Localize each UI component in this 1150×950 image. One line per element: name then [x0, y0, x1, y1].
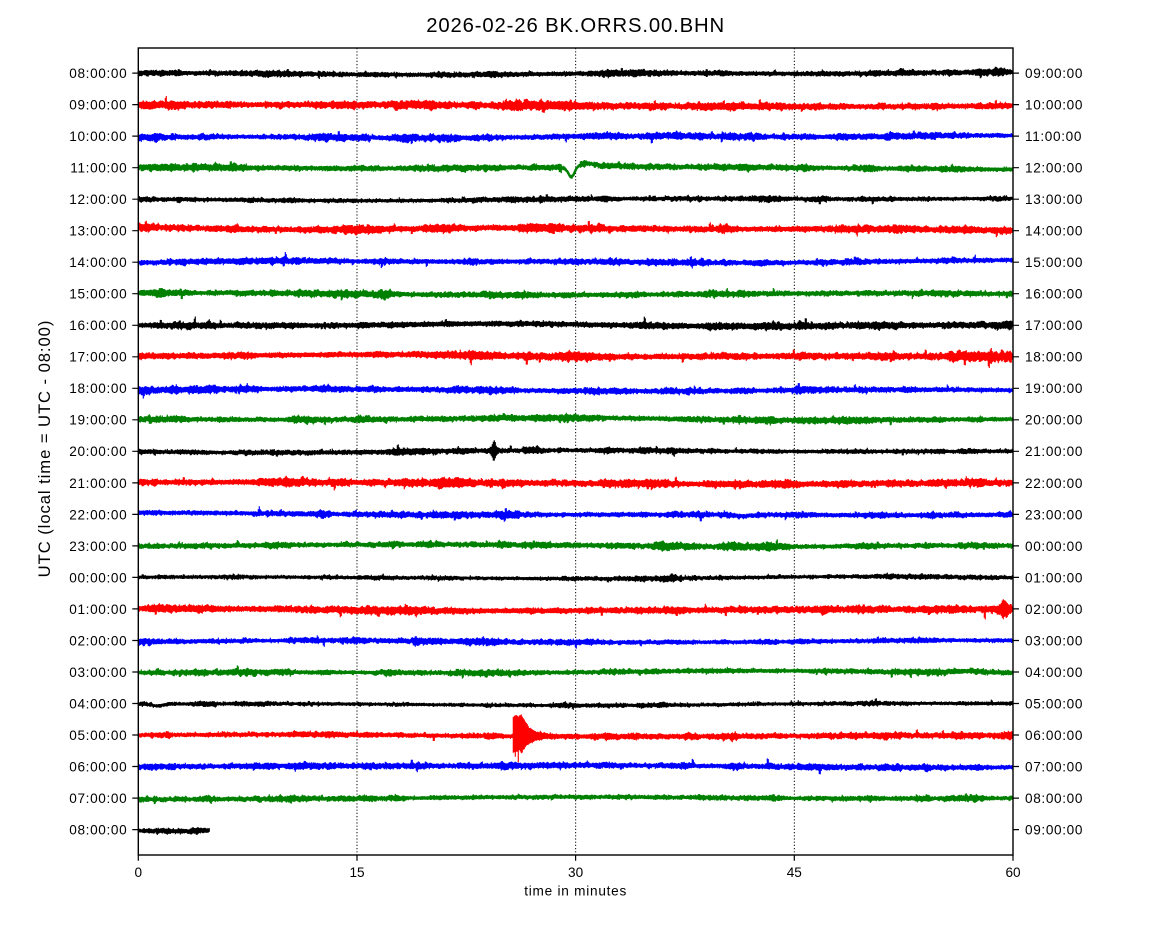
svg-text:09:00:00: 09:00:00	[1025, 823, 1083, 838]
svg-text:15:00:00: 15:00:00	[1025, 255, 1083, 270]
svg-text:21:00:00: 21:00:00	[69, 476, 127, 491]
svg-text:10:00:00: 10:00:00	[69, 129, 127, 144]
svg-text:60: 60	[1005, 865, 1021, 880]
svg-text:22:00:00: 22:00:00	[1025, 476, 1083, 491]
svg-text:22:00:00: 22:00:00	[69, 507, 127, 522]
svg-text:18:00:00: 18:00:00	[69, 381, 127, 396]
svg-text:05:00:00: 05:00:00	[1025, 696, 1083, 711]
svg-text:21:00:00: 21:00:00	[1025, 444, 1083, 459]
svg-text:16:00:00: 16:00:00	[1025, 287, 1083, 302]
svg-text:06:00:00: 06:00:00	[1025, 728, 1083, 743]
svg-text:00:00:00: 00:00:00	[69, 570, 127, 585]
svg-text:19:00:00: 19:00:00	[69, 413, 127, 428]
svg-text:05:00:00: 05:00:00	[69, 728, 127, 743]
svg-text:03:00:00: 03:00:00	[69, 665, 127, 680]
svg-text:13:00:00: 13:00:00	[1025, 192, 1083, 207]
svg-text:15: 15	[349, 865, 364, 880]
svg-text:14:00:00: 14:00:00	[69, 255, 127, 270]
svg-text:08:00:00: 08:00:00	[1025, 791, 1083, 806]
svg-text:00:00:00: 00:00:00	[1025, 539, 1083, 554]
svg-text:02:00:00: 02:00:00	[1025, 602, 1083, 617]
svg-text:07:00:00: 07:00:00	[69, 791, 127, 806]
svg-text:15:00:00: 15:00:00	[69, 287, 127, 302]
svg-text:19:00:00: 19:00:00	[1025, 381, 1083, 396]
svg-text:01:00:00: 01:00:00	[1025, 570, 1083, 585]
svg-text:10:00:00: 10:00:00	[1025, 98, 1083, 113]
svg-text:02:00:00: 02:00:00	[69, 633, 127, 648]
svg-text:11:00:00: 11:00:00	[1025, 129, 1082, 144]
svg-text:time in minutes: time in minutes	[524, 884, 627, 899]
svg-text:01:00:00: 01:00:00	[69, 602, 127, 617]
svg-text:09:00:00: 09:00:00	[1025, 66, 1083, 81]
svg-text:17:00:00: 17:00:00	[69, 350, 127, 365]
svg-text:12:00:00: 12:00:00	[1025, 161, 1083, 176]
svg-text:18:00:00: 18:00:00	[1025, 350, 1083, 365]
svg-text:07:00:00: 07:00:00	[1025, 759, 1083, 774]
svg-text:04:00:00: 04:00:00	[1025, 665, 1083, 680]
svg-text:23:00:00: 23:00:00	[1025, 507, 1083, 522]
svg-text:16:00:00: 16:00:00	[69, 318, 127, 333]
svg-text:08:00:00: 08:00:00	[69, 66, 127, 81]
svg-text:UTC (local time = UTC - 08:00): UTC (local time = UTC - 08:00)	[35, 320, 54, 578]
svg-text:09:00:00: 09:00:00	[69, 98, 127, 113]
svg-text:06:00:00: 06:00:00	[69, 759, 127, 774]
svg-text:12:00:00: 12:00:00	[69, 192, 127, 207]
svg-text:08:00:00: 08:00:00	[69, 823, 127, 838]
svg-text:17:00:00: 17:00:00	[1025, 318, 1083, 333]
svg-text:0: 0	[135, 865, 143, 880]
svg-text:20:00:00: 20:00:00	[69, 444, 127, 459]
svg-text:20:00:00: 20:00:00	[1025, 413, 1083, 428]
svg-text:13:00:00: 13:00:00	[69, 224, 127, 239]
svg-text:03:00:00: 03:00:00	[1025, 633, 1083, 648]
svg-text:2026-02-26 BK.ORRS.00.BHN: 2026-02-26 BK.ORRS.00.BHN	[426, 15, 725, 37]
svg-text:14:00:00: 14:00:00	[1025, 224, 1083, 239]
svg-text:30: 30	[568, 865, 584, 880]
svg-text:23:00:00: 23:00:00	[69, 539, 127, 554]
svg-text:11:00:00: 11:00:00	[70, 161, 127, 176]
svg-text:04:00:00: 04:00:00	[69, 696, 127, 711]
svg-text:45: 45	[787, 865, 802, 880]
